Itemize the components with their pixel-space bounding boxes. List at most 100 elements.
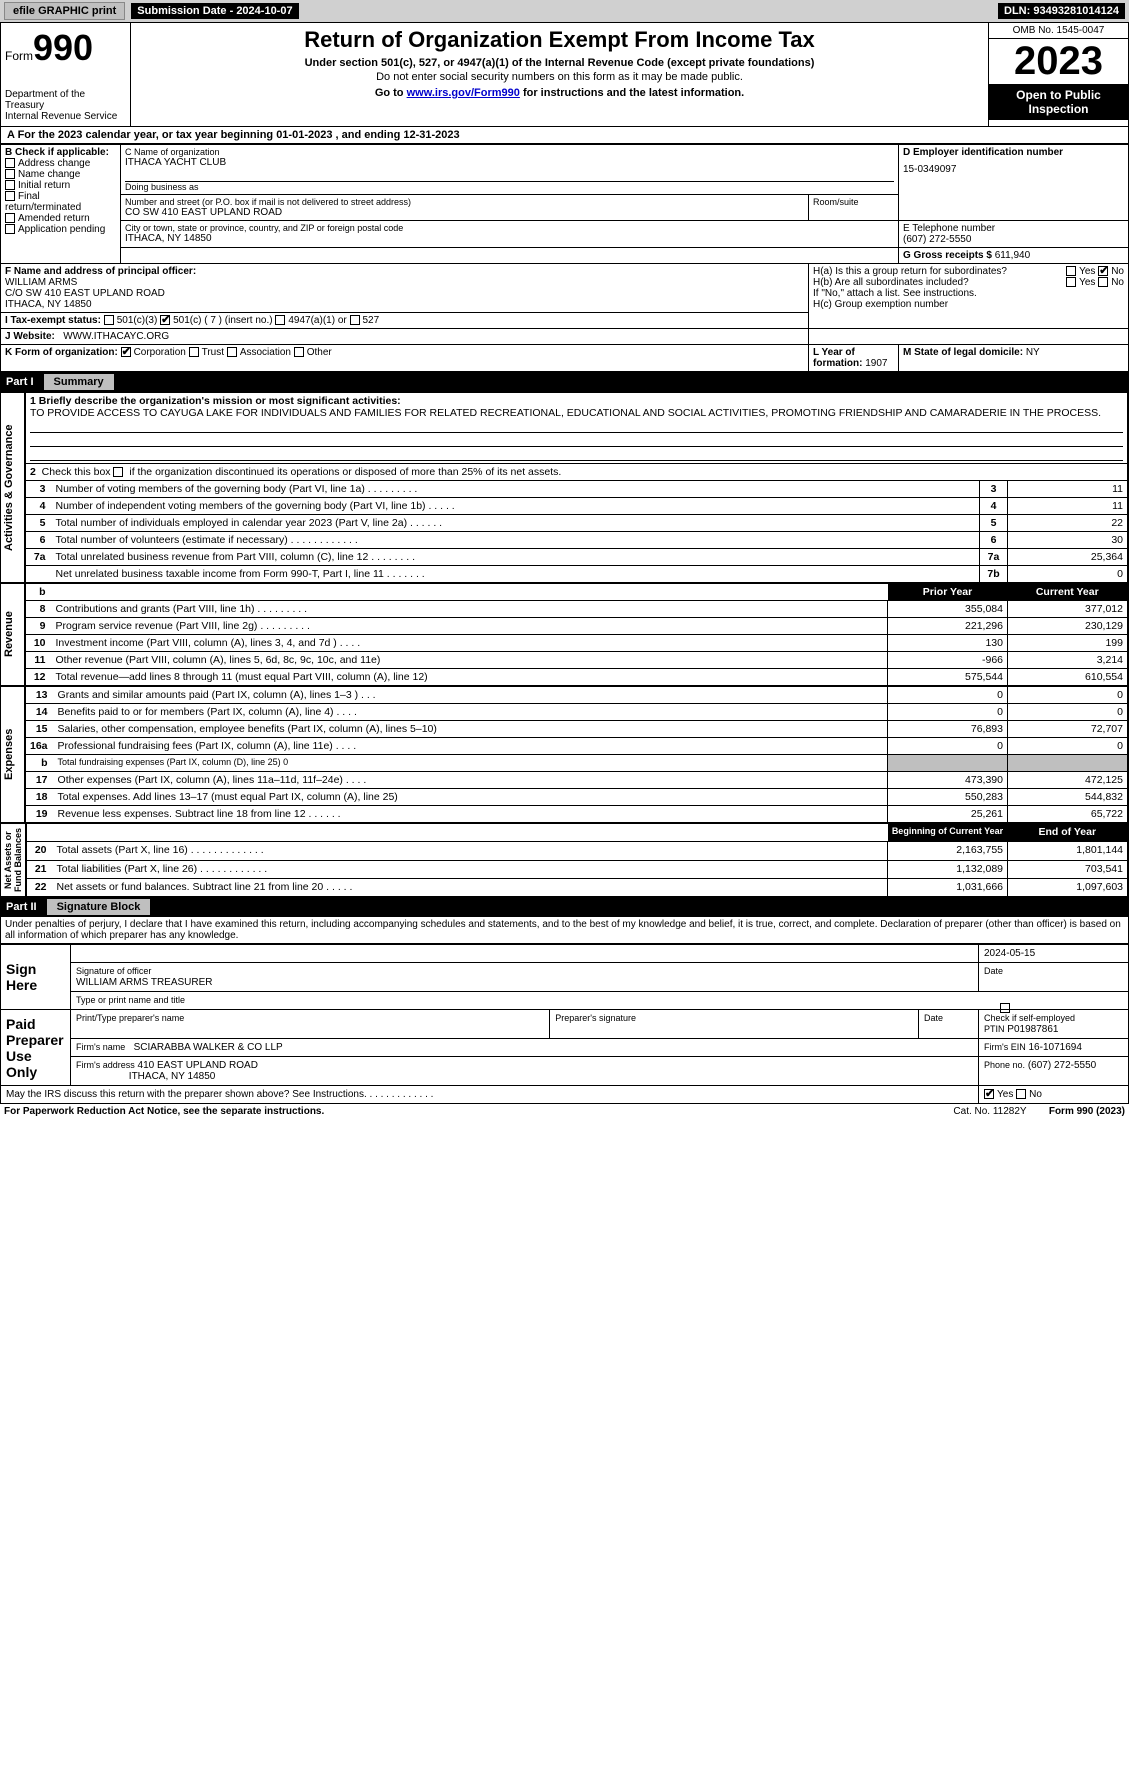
check-application-pending[interactable] (5, 224, 15, 234)
hb-note: If "No," attach a list. See instructions… (813, 288, 1124, 299)
box-d-label: D Employer identification number (903, 147, 1124, 158)
form-footer: Form 990 (2023) (1049, 1106, 1125, 1117)
table-row: 22Net assets or fund balances. Subtract … (27, 878, 1128, 896)
efile-print-button[interactable]: efile GRAPHIC print (4, 2, 125, 20)
check-final-return[interactable] (5, 191, 15, 201)
table-row: 13Grants and similar amounts paid (Part … (26, 687, 1128, 704)
table-row: Net unrelated business taxable income fr… (26, 566, 1128, 583)
form-subtitle-2: Do not enter social security numbers on … (135, 71, 984, 83)
check-association[interactable] (227, 347, 237, 357)
mission-label: 1 Briefly describe the organization's mi… (30, 395, 1123, 407)
check-4947[interactable] (275, 315, 285, 325)
discuss-yes-check[interactable] (984, 1089, 994, 1099)
check-name-change[interactable] (5, 169, 15, 179)
telephone-value: (607) 272-5550 (903, 234, 1124, 245)
check-amended-return[interactable] (5, 213, 15, 223)
table-row: 19Revenue less expenses. Subtract line 1… (26, 806, 1128, 823)
check-trust[interactable] (189, 347, 199, 357)
year-formation: 1907 (865, 358, 887, 369)
firm-ein-value: 16-1071694 (1029, 1042, 1082, 1053)
revenue-table: bPrior YearCurrent Year 8Contributions a… (25, 583, 1128, 686)
officer-addr1: C/O SW 410 EAST UPLAND ROAD (5, 288, 804, 299)
table-row: 8Contributions and grants (Part VIII, li… (26, 601, 1128, 618)
table-row: 7aTotal unrelated business revenue from … (26, 549, 1128, 566)
mission-text: TO PROVIDE ACCESS TO CAYUGA LAKE FOR IND… (30, 407, 1123, 419)
box-j-label: J Website: (5, 331, 55, 342)
vlabel-governance: Activities & Governance (1, 392, 25, 583)
state-domicile: NY (1026, 347, 1040, 358)
check-501c3[interactable] (104, 315, 114, 325)
dln-label: DLN: 93493281014124 (998, 3, 1125, 19)
dba-label: Doing business as (125, 182, 894, 192)
discuss-question: May the IRS discuss this return with the… (1, 1086, 979, 1104)
calendar-year-row: A For the 2023 calendar year, or tax yea… (0, 127, 1129, 144)
irs-link[interactable]: www.irs.gov/Form990 (407, 87, 520, 99)
gross-receipts-value: 611,940 (995, 250, 1030, 261)
city-address: ITHACA, NY 14850 (125, 233, 894, 244)
form-subtitle-1: Under section 501(c), 527, or 4947(a)(1)… (135, 57, 984, 69)
table-row: 15Salaries, other compensation, employee… (26, 721, 1128, 738)
ha-yes-check[interactable] (1066, 266, 1076, 276)
room-label: Room/suite (813, 197, 894, 207)
check-other[interactable] (294, 347, 304, 357)
table-row: 16aProfessional fundraising fees (Part I… (26, 738, 1128, 755)
ha-no-check[interactable] (1098, 266, 1108, 276)
city-label: City or town, state or province, country… (125, 223, 894, 233)
check-501c[interactable] (160, 315, 170, 325)
vlabel-net-assets: Net Assets or Fund Balances (1, 823, 26, 897)
form-label: Form (5, 49, 33, 63)
submission-date: Submission Date - 2024-10-07 (131, 3, 298, 19)
discuss-no-check[interactable] (1016, 1089, 1026, 1099)
vlabel-expenses: Expenses (1, 686, 25, 823)
box-g-label: G Gross receipts $ (903, 250, 992, 261)
net-assets-table: Beginning of Current YearEnd of Year 20T… (26, 823, 1128, 897)
expenses-table: 13Grants and similar amounts paid (Part … (25, 686, 1128, 823)
top-toolbar: efile GRAPHIC print Submission Date - 20… (0, 0, 1129, 22)
form-header: Form990 Department of the Treasury Inter… (0, 22, 1129, 127)
box-i-label: I Tax-exempt status: (5, 315, 101, 326)
form-title: Return of Organization Exempt From Incom… (135, 27, 984, 53)
pra-notice: For Paperwork Reduction Act Notice, see … (4, 1106, 324, 1117)
officer-addr2: ITHACA, NY 14850 (5, 299, 804, 310)
table-row: 10Investment income (Part VIII, column (… (26, 635, 1128, 652)
vlabel-revenue: Revenue (1, 583, 25, 686)
org-name: ITHACA YACHT CLUB (125, 157, 894, 168)
table-row: 17Other expenses (Part IX, column (A), l… (26, 772, 1128, 789)
perjury-declaration: Under penalties of perjury, I declare th… (0, 917, 1129, 944)
check-527[interactable] (350, 315, 360, 325)
website-value: WWW.ITHACAYC.ORG (63, 331, 169, 342)
firm-name-value: SCIARABBA WALKER & CO LLP (134, 1042, 283, 1053)
table-row: 21Total liabilities (Part X, line 26) . … (27, 860, 1128, 878)
table-row: 6Total number of volunteers (estimate if… (26, 532, 1128, 549)
hc-label: H(c) Group exemption number (813, 299, 1124, 310)
hb-yes-check[interactable] (1066, 277, 1076, 287)
sign-here-label: Sign Here (1, 945, 71, 1010)
omb-number: OMB No. 1545-0047 (989, 23, 1128, 39)
check-corporation[interactable] (121, 347, 131, 357)
firm-phone-value: (607) 272-5550 (1028, 1060, 1096, 1071)
table-row: 3Number of voting members of the governi… (26, 481, 1128, 498)
governance-table: 1 Briefly describe the organization's mi… (25, 392, 1128, 583)
tax-year: 2023 (989, 39, 1128, 84)
hb-no-check[interactable] (1098, 277, 1108, 287)
part2-header: Part IISignature Block (0, 897, 1129, 917)
check-initial-return[interactable] (5, 180, 15, 190)
ein-value: 15-0349097 (903, 164, 1124, 175)
firm-addr-value: 410 EAST UPLAND ROAD (138, 1060, 258, 1071)
table-row: 5Total number of individuals employed in… (26, 515, 1128, 532)
table-row: 12Total revenue—add lines 8 through 11 (… (26, 669, 1128, 686)
check-discontinued[interactable] (113, 467, 123, 477)
officer-signature-name: WILLIAM ARMS TREASURER (76, 977, 213, 988)
form-number: 990 (33, 27, 93, 68)
public-inspection-badge: Open to Public Inspection (989, 84, 1128, 120)
check-self-employed[interactable] (1000, 1003, 1010, 1013)
entity-info-table: B Check if applicable: Address change Na… (0, 144, 1129, 372)
hb-label: H(b) Are all subordinates included? (813, 277, 969, 288)
box-c-label: C Name of organization (125, 147, 894, 157)
table-row: 4Number of independent voting members of… (26, 498, 1128, 515)
check-address-change[interactable] (5, 158, 15, 168)
table-row: 9Program service revenue (Part VIII, lin… (26, 618, 1128, 635)
box-b-label: B Check if applicable: (5, 147, 116, 158)
table-row: 11Other revenue (Part VIII, column (A), … (26, 652, 1128, 669)
sig-date-value: 2024-05-15 (979, 945, 1129, 963)
